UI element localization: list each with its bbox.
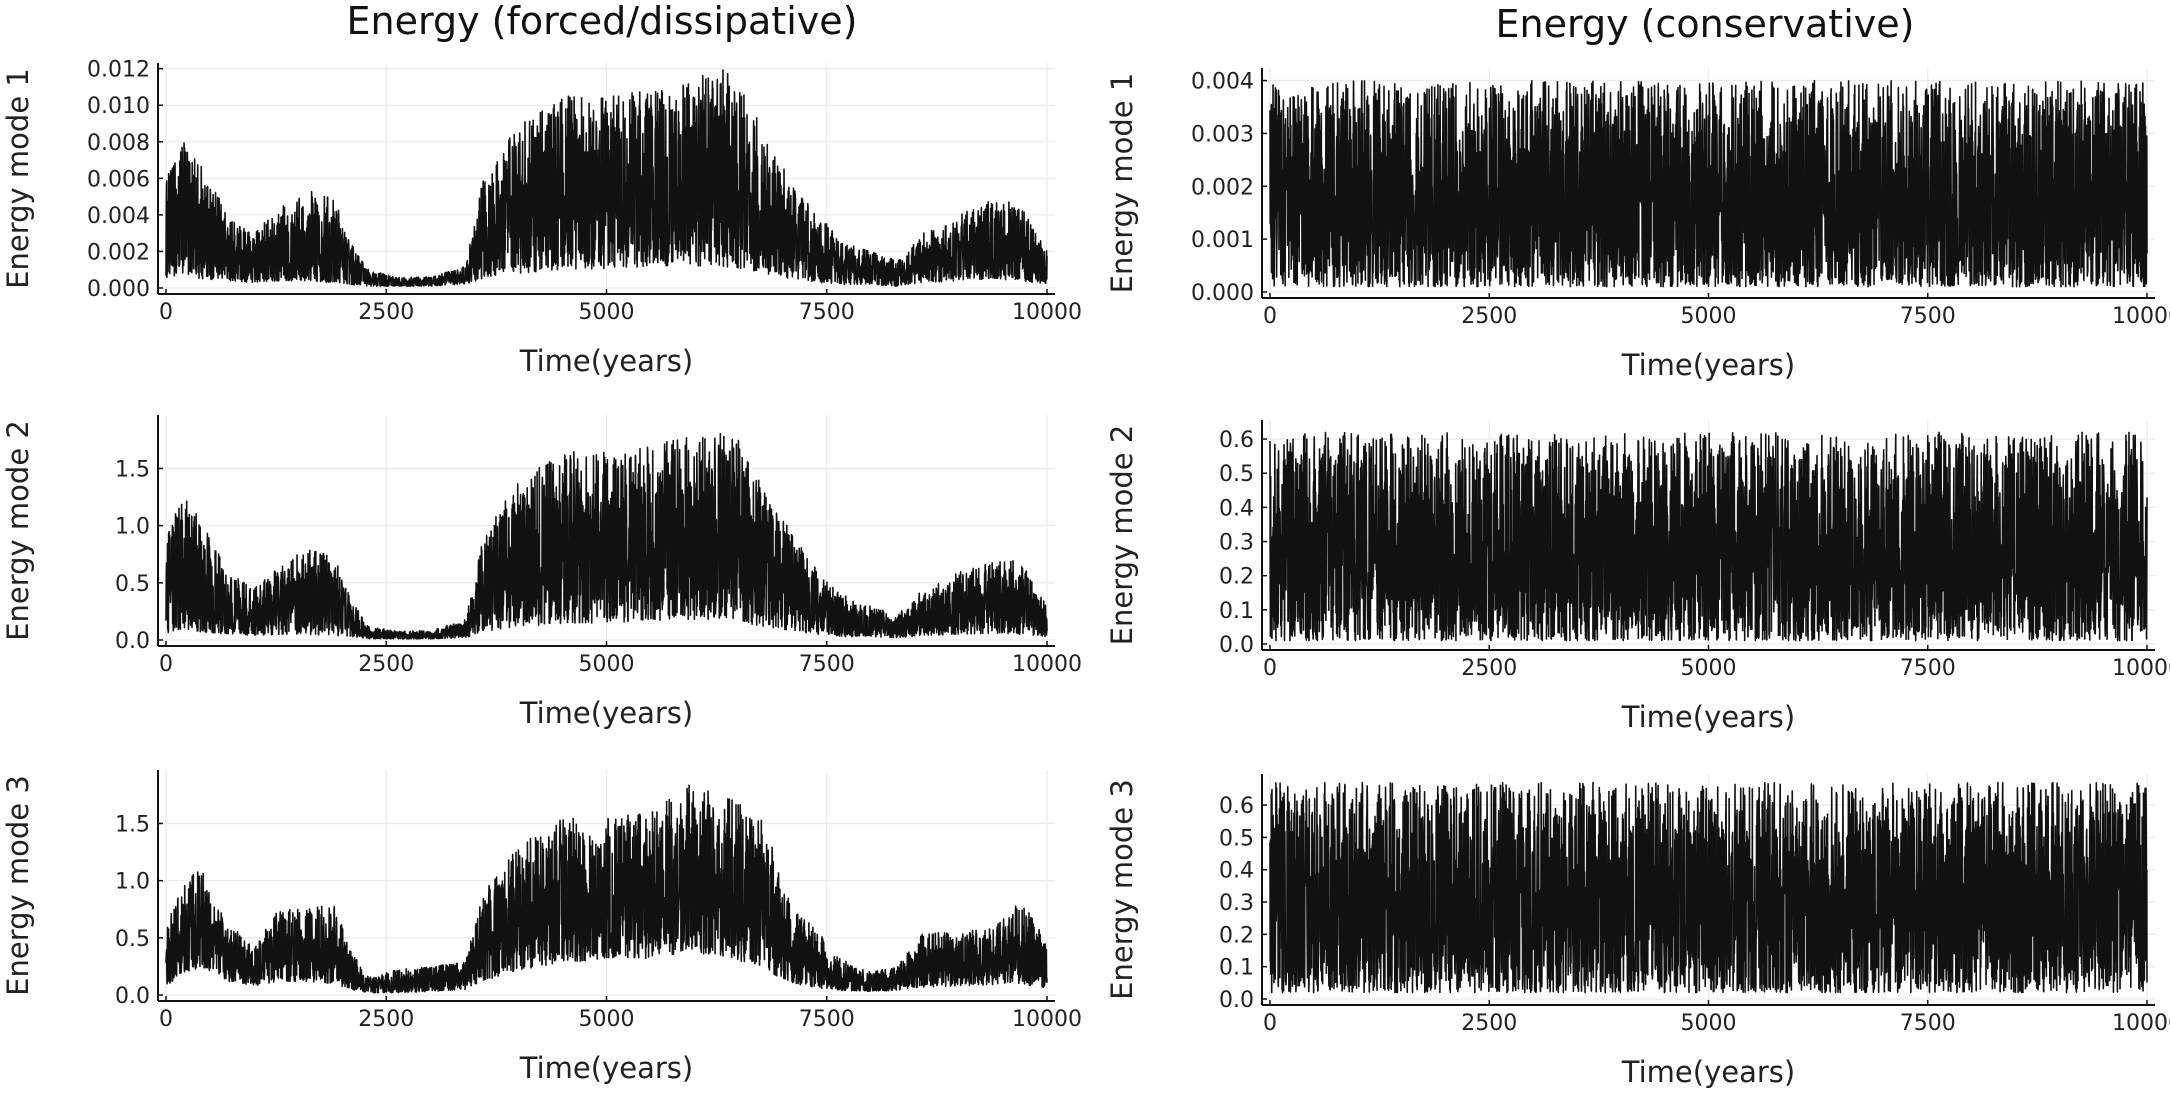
- y-axis-label: Energy mode 3: [1, 775, 35, 996]
- y-tick-label: 0.0: [115, 629, 150, 654]
- y-tick-label: 0.0: [1219, 988, 1254, 1013]
- x-tick-label: 0: [1263, 656, 1277, 681]
- y-tick-label: 0.0: [1219, 633, 1254, 658]
- x-tick-label: 5000: [1681, 656, 1737, 681]
- x-tick-label: 7500: [799, 1007, 855, 1032]
- y-axis-label: Energy mode 3: [1105, 779, 1139, 1000]
- x-tick-label: 0: [1263, 304, 1277, 329]
- y-tick-label: 0.002: [1191, 175, 1254, 200]
- title-conservative: Energy (conservative): [1496, 2, 1915, 46]
- x-axis-label: Time(years): [1621, 700, 1795, 734]
- y-tick-label: 0.2: [1219, 923, 1254, 948]
- y-tick-label: 0.012: [87, 58, 150, 83]
- x-tick-label: 10000: [1012, 300, 1082, 325]
- y-axis-label: Energy mode 2: [1, 420, 35, 641]
- x-tick-label: 0: [159, 300, 173, 325]
- x-tick-label: 10000: [2112, 1011, 2170, 1036]
- subplot-grid: 0 2500 5000 7500 100000.0000.0020.0040.0060.…: [1, 58, 2170, 1089]
- data-series-line: [1269, 79, 2148, 288]
- x-tick-label: 10000: [2112, 656, 2170, 681]
- x-tick-label: 2500: [1461, 1011, 1517, 1036]
- x-tick-label: 10000: [1012, 652, 1082, 677]
- y-axis-label: Energy mode 1: [1, 68, 35, 289]
- y-tick-label: 0.002: [87, 240, 150, 265]
- subplot-forced-mode-3: 0 2500 5000 7500 10000 0.0 0.5 1.0 1.5 Time(years…: [1, 770, 1082, 1085]
- x-axis-label: Time(years): [519, 1051, 693, 1085]
- y-tick-label: 0.006: [87, 167, 150, 192]
- x-tick-label: 2500: [358, 300, 414, 325]
- x-tick-label: 7500: [1900, 304, 1956, 329]
- y-tick-label: 0.1: [1219, 599, 1254, 624]
- y-tick-label: 0.000: [1191, 281, 1254, 306]
- y-tick-label: 0.003: [1191, 122, 1254, 147]
- y-tick-label: 1.5: [115, 457, 150, 482]
- x-tick-label: 5000: [579, 300, 635, 325]
- x-axis-label: Time(years): [519, 344, 693, 378]
- x-tick-label: 5000: [579, 652, 635, 677]
- subplot-conservative-mode-2: 0 2500 5000 7500 10000 0.0 0.1 0.2 0.3 0.4 0.5 0.6 T…: [1105, 420, 2170, 734]
- x-tick-label: 2500: [358, 1007, 414, 1032]
- x-tick-label: 2500: [1461, 304, 1517, 329]
- x-tick-label: 7500: [1900, 1011, 1956, 1036]
- y-axis-label: Energy mode 2: [1105, 425, 1139, 646]
- subplot-forced-mode-2: 0 2500 5000 7500 10000 0.0 0.5 1.0 1.5 Time(years…: [1, 415, 1082, 730]
- y-tick-label: 0.001: [1191, 228, 1254, 253]
- x-tick-label: 5000: [1681, 304, 1737, 329]
- x-tick-label: 10000: [2112, 304, 2170, 329]
- y-tick-label: 0.2: [1219, 565, 1254, 590]
- y-tick-label: 1.0: [115, 515, 150, 540]
- y-tick-label: 0.000: [87, 277, 150, 302]
- subplot-conservative-mode-1: 0 2500 5000 7500 10000 0.000 0.001 0.002 0.003 0.…: [1105, 68, 2170, 382]
- x-tick-label: 5000: [579, 1007, 635, 1032]
- x-tick-label: 7500: [799, 300, 855, 325]
- x-axis-label: Time(years): [1621, 348, 1795, 382]
- subplot-forced-mode-1: 0 2500 5000 7500 10000 0.000 0.002 0.004 0.006 0.…: [1, 58, 1082, 378]
- x-tick-label: 0: [1263, 1011, 1277, 1036]
- y-tick-label: 0.010: [87, 94, 150, 119]
- x-tick-label: 0: [159, 652, 173, 677]
- y-tick-label: 0.1: [1219, 956, 1254, 981]
- y-tick-label: 1.0: [115, 870, 150, 895]
- y-tick-label: 0.3: [1219, 531, 1254, 556]
- x-axis-label: Time(years): [1621, 1055, 1795, 1089]
- y-tick-label: 0.5: [115, 572, 150, 597]
- y-tick-label: 0.6: [1219, 794, 1254, 819]
- y-tick-label: 0.3: [1219, 891, 1254, 916]
- y-tick-label: 0.004: [1191, 70, 1254, 95]
- y-tick-label: 0.4: [1219, 859, 1254, 884]
- y-tick-label: 0.004: [87, 204, 150, 229]
- y-tick-label: 0.0: [115, 984, 150, 1009]
- data-series-line: [1269, 781, 2148, 994]
- y-tick-label: 0.5: [1219, 826, 1254, 851]
- data-series-line: [165, 784, 1048, 994]
- data-series-line: [165, 432, 1048, 640]
- x-tick-label: 7500: [799, 652, 855, 677]
- x-tick-label: 10000: [1012, 1007, 1082, 1032]
- x-tick-label: 2500: [1461, 656, 1517, 681]
- y-tick-label: 0.008: [87, 131, 150, 156]
- x-tick-label: 2500: [358, 652, 414, 677]
- data-series-line: [1269, 431, 2148, 642]
- y-tick-label: 0.4: [1219, 496, 1254, 521]
- y-axis-label: Energy mode 1: [1105, 73, 1139, 294]
- title-forced-dissipative: Energy (forced/dissipative): [347, 0, 858, 43]
- x-tick-label: 7500: [1900, 656, 1956, 681]
- y-tick-label: 1.5: [115, 812, 150, 837]
- y-tick-label: 0.5: [1219, 462, 1254, 487]
- x-tick-label: 0: [159, 1007, 173, 1032]
- y-tick-label: 0.5: [115, 927, 150, 952]
- data-series-line: [165, 69, 1048, 287]
- subplot-conservative-mode-3: 0 2500 5000 7500 10000 0.0 0.1 0.2 0.3 0.4 0.5 0.6 T…: [1105, 774, 2170, 1089]
- x-axis-label: Time(years): [519, 696, 693, 730]
- x-tick-label: 5000: [1681, 1011, 1737, 1036]
- y-tick-label: 0.6: [1219, 428, 1254, 453]
